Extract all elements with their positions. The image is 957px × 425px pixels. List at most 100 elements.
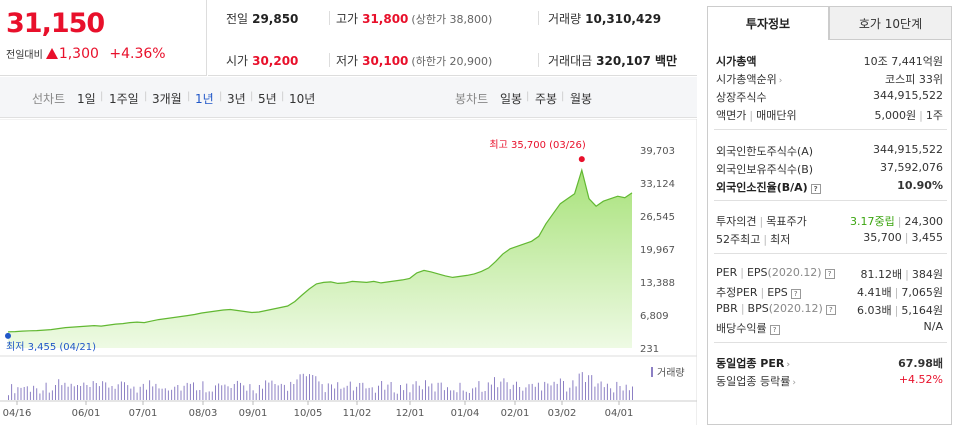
stat-volume: 거래량 10,310,429 <box>548 12 662 26</box>
volume-bar <box>569 387 571 400</box>
tab-3m[interactable]: 3개월 <box>152 92 182 106</box>
volume-bar <box>211 391 213 400</box>
volume-bar <box>167 390 169 400</box>
invest-info-panel: 투자정보 호가 10단계 시가총액 10조 7,441억원 시가총액순위 › 코스… <box>707 6 952 425</box>
volume-bar <box>89 387 91 400</box>
volume-bar <box>450 390 452 400</box>
volume-bar <box>280 383 282 400</box>
help-icon[interactable]: ? <box>810 184 821 194</box>
line-chart-label[interactable]: 선차트 <box>32 92 66 106</box>
tab-3y[interactable]: 3년 <box>227 92 246 106</box>
volume-bar <box>180 390 182 400</box>
volume-bar <box>29 391 31 400</box>
help-icon[interactable]: ? <box>790 289 801 299</box>
volume-bar <box>80 386 82 400</box>
volume-bar <box>409 392 411 400</box>
current-price: 31,150 <box>6 8 105 39</box>
volume-bar <box>155 383 157 400</box>
chevron-right-icon: › <box>778 76 783 86</box>
volume-bar <box>186 382 188 400</box>
row-shares: 상장주식수 344,915,522 <box>716 89 943 104</box>
volume-bar <box>108 387 110 400</box>
tab-invest-info[interactable]: 투자정보 <box>707 6 829 40</box>
volume-bar <box>283 384 285 400</box>
volume-bar <box>33 385 35 400</box>
volume-bar <box>462 390 464 400</box>
volume-bar <box>610 388 612 400</box>
tab-10y[interactable]: 10년 <box>289 92 316 106</box>
volume-bar <box>331 384 332 400</box>
volume-bar <box>55 385 56 400</box>
volume-bar <box>161 388 163 400</box>
volume-bar <box>393 392 395 400</box>
tab-1d[interactable]: 1일 <box>77 92 96 106</box>
volume-bar <box>475 387 477 400</box>
volume-bar <box>378 385 379 400</box>
volume-legend-label: 거래량 <box>657 367 685 379</box>
volume-bar <box>506 382 508 400</box>
stock-panel: 31,150 전일대비 1,300 +4.36% 전일 29,850 고가 31,80… <box>0 0 697 425</box>
volume-bar <box>48 392 50 400</box>
tab-daily[interactable]: 일봉 <box>500 92 523 106</box>
row-foreign-limit: 외국인한도주식수(A) 344,915,522 <box>716 143 943 158</box>
volume-bar <box>39 393 41 400</box>
stat-amount: 거래대금 320,107 백만 <box>548 54 678 68</box>
price-area <box>8 170 632 348</box>
y-tick-label: 26,545 <box>640 212 675 223</box>
volume-bar <box>64 382 66 400</box>
volume-bar <box>531 383 533 400</box>
volume-bar <box>290 381 292 400</box>
volume-bar <box>500 381 502 400</box>
volume-bar <box>418 385 420 400</box>
help-icon[interactable]: ? <box>824 269 835 279</box>
volume-bar <box>437 382 439 400</box>
volume-bar <box>249 384 251 400</box>
volume-bar <box>606 383 608 400</box>
tab-1w[interactable]: 1주일 <box>109 92 139 106</box>
help-icon[interactable]: ? <box>769 325 780 335</box>
volume-bar <box>142 383 144 400</box>
volume-bar <box>36 388 38 400</box>
price-chart[interactable]: 39,703 33,124 26,545 19,967 13,388 6,809 231 최고… <box>0 119 697 425</box>
candle-chart-label[interactable]: 봉차트 <box>455 92 489 106</box>
volume-bar <box>412 384 414 400</box>
help-icon[interactable]: ? <box>825 305 836 315</box>
volume-bar <box>177 385 179 400</box>
volume-bar <box>588 375 590 400</box>
low-annotation: 최저 3,455 (04/21) <box>6 341 96 353</box>
volume-bar <box>575 386 577 400</box>
volume-bar <box>315 376 317 400</box>
price-change: 전일대비 1,300 +4.36% <box>6 46 166 62</box>
tab-orderbook[interactable]: 호가 10단계 <box>829 6 952 40</box>
volume-bar <box>371 387 373 400</box>
volume-bar <box>224 384 226 400</box>
y-tick-label: 33,124 <box>640 179 675 190</box>
volume-bar <box>434 391 436 400</box>
volume-bar <box>299 374 301 400</box>
volume-bar <box>528 384 530 400</box>
tab-5y[interactable]: 5년 <box>258 92 277 106</box>
volume-bar <box>196 390 198 400</box>
volume-bar <box>265 380 267 400</box>
volume-bar <box>352 390 354 400</box>
tab-1y[interactable]: 1년 <box>195 92 214 106</box>
volume-bar <box>459 382 461 400</box>
volume-bar <box>468 393 470 400</box>
tab-monthly[interactable]: 월봉 <box>570 92 593 106</box>
volume-bar <box>174 386 176 400</box>
volume-bar <box>632 386 633 400</box>
volume-bar <box>130 388 132 400</box>
volume-bar <box>246 390 248 400</box>
volume-bar <box>456 392 458 400</box>
volume-bar <box>114 388 116 400</box>
volume-bar <box>230 388 232 400</box>
volume-bar <box>136 392 138 400</box>
volume-bar <box>472 388 474 400</box>
volume-bar <box>566 391 568 400</box>
y-tick-label: 19,967 <box>640 245 675 256</box>
row-sector-per: 동일업종 PER › 67.98배 <box>716 357 943 370</box>
tab-weekly[interactable]: 주봉 <box>535 92 558 106</box>
volume-bar <box>95 383 97 400</box>
volume-bar <box>61 385 63 400</box>
x-tick-label: 06/01 <box>72 408 101 419</box>
